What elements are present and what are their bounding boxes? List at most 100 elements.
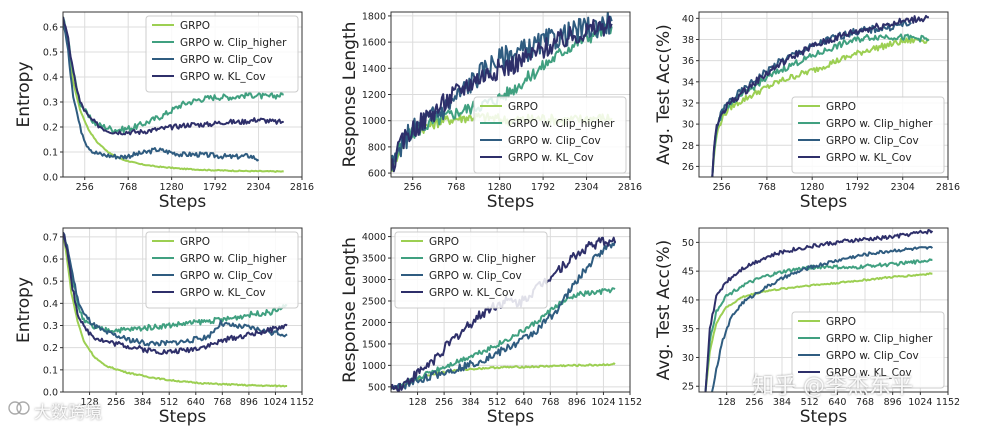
- legend-entry: GRPO w. KL_Cov: [180, 287, 266, 299]
- legend-entry: GRPO w. KL_Cov: [180, 71, 266, 83]
- legend-entry: GRPO w. Clip_higher: [180, 37, 287, 49]
- legend-entry: GRPO w. KL_Cov: [826, 367, 912, 379]
- x-axis-label: Steps: [487, 192, 535, 212]
- legend-entry: GRPO w. Clip_Cov: [180, 54, 273, 66]
- legend: GRPO GRPO w. Clip_higher GRPO w. Clip_Cov G…: [791, 96, 945, 174]
- series-line-1: [391, 362, 616, 390]
- legend-entry: GRPO w. Clip_higher: [429, 253, 536, 265]
- y-tick-label: 40: [682, 295, 694, 306]
- y-tick-label: 36: [682, 56, 694, 67]
- x-axis-label: Steps: [487, 407, 535, 427]
- legend-entry: GRPO: [826, 316, 856, 328]
- x-tick-label: 768: [758, 182, 776, 193]
- x-tick-label: 512: [801, 397, 819, 408]
- chart-6: 128 256 384 512 640 768 896 1024 1152 25 30 35 40 45 5…: [654, 227, 960, 427]
- legend-entry: GRPO w. Clip_higher: [826, 333, 933, 345]
- x-tick-label: 512: [488, 397, 506, 408]
- y-axis-label: Response Length: [340, 237, 360, 383]
- x-tick-label: 768: [119, 182, 137, 193]
- x-tick-label: 1792: [531, 182, 555, 193]
- x-tick-label: 1024: [591, 397, 615, 408]
- y-axis-label: Response Length: [340, 22, 360, 168]
- x-tick-label: 256: [404, 182, 422, 193]
- y-tick-label: 0.5: [43, 48, 58, 59]
- legend-entry: GRPO w. Clip_Cov: [508, 135, 601, 147]
- x-tick-label: 256: [435, 397, 453, 408]
- y-tick-label: 0.0: [43, 173, 58, 184]
- y-tick-label: 1600: [362, 38, 386, 49]
- x-tick-label: 1024: [263, 397, 287, 408]
- x-axis-label: Steps: [800, 192, 848, 212]
- y-tick-label: 0.4: [43, 73, 58, 84]
- x-tick-label: 384: [773, 397, 791, 408]
- y-tick-label: 0.0: [43, 388, 58, 399]
- x-tick-label: 640: [187, 397, 205, 408]
- legend-entry: GRPO: [429, 236, 459, 248]
- plot-frame: [698, 227, 949, 393]
- y-tick-label: 2000: [362, 318, 386, 329]
- chart-3: 256 768 1280 1792 2304 2816 26 28 30 32 34 36 38 40 St…: [654, 11, 960, 212]
- plot-frame: [62, 11, 303, 178]
- x-tick-label: 2816: [618, 182, 642, 193]
- y-axis-label: Avg. Test Acc(%): [654, 240, 674, 381]
- y-tick-label: 32: [682, 98, 694, 109]
- x-tick-label: 1792: [845, 182, 869, 193]
- plot-frame: [62, 227, 303, 393]
- x-axis-label: Steps: [800, 407, 848, 427]
- series-line-2: [391, 287, 616, 390]
- series-line-4: [391, 15, 613, 173]
- series-line-4: [704, 229, 934, 392]
- x-tick-label: 2304: [574, 182, 598, 193]
- x-tick-label: 1280: [488, 182, 512, 193]
- x-tick-label: 256: [745, 397, 763, 408]
- legend-entry: GRPO w. Clip_Cov: [826, 350, 919, 362]
- legend-box: [791, 96, 945, 174]
- x-tick-label: 896: [240, 397, 258, 408]
- x-tick-label: 384: [462, 397, 480, 408]
- y-tick-label: 50: [682, 238, 694, 249]
- series-line-2: [391, 23, 613, 172]
- x-tick-label: 768: [856, 397, 874, 408]
- y-tick-label: 25: [682, 382, 694, 393]
- x-axis-label: Steps: [159, 192, 207, 212]
- x-tick-label: 512: [160, 397, 178, 408]
- y-axis-label: Entropy: [14, 61, 34, 127]
- x-tick-label: 768: [447, 182, 465, 193]
- legend-entry: GRPO w. Clip_Cov: [429, 270, 522, 282]
- y-tick-label: 1000: [362, 116, 386, 127]
- series-line-4: [63, 16, 284, 136]
- y-tick-label: 45: [682, 267, 694, 278]
- series-line-3: [63, 231, 288, 347]
- series-line-3: [711, 245, 934, 392]
- y-tick-label: 0.3: [43, 98, 58, 109]
- chart-2: 256 768 1280 1792 2304 2816 600 800 1000 1200 1400…: [340, 11, 642, 212]
- legend-box: [145, 231, 299, 309]
- x-tick-label: 2304: [246, 182, 270, 193]
- series-line-1: [63, 16, 284, 173]
- series-line-1: [711, 37, 930, 177]
- x-tick-label: 256: [713, 182, 731, 193]
- legend-box: [473, 96, 627, 174]
- x-tick-label: 128: [408, 397, 426, 408]
- watermark-right: 知乎 @李杰东平: [752, 374, 913, 399]
- x-tick-label: 768: [213, 397, 231, 408]
- chart-5: 128 256 384 512 640 768 896 1024 1152 500 1000 1500…: [340, 227, 642, 427]
- y-tick-label: 1500: [362, 339, 386, 350]
- y-axis-label: Avg. Test Acc(%): [654, 24, 674, 165]
- legend-box: [145, 15, 299, 93]
- x-tick-label: 1280: [800, 182, 824, 193]
- x-tick-label: 384: [134, 397, 152, 408]
- legend-entry: GRPO w. KL_Cov: [508, 152, 594, 164]
- y-tick-label: 26: [682, 162, 694, 173]
- x-tick-label: 768: [541, 397, 559, 408]
- series-line-4: [711, 14, 929, 177]
- y-tick-label: 600: [368, 169, 386, 180]
- plot-frame: [390, 227, 631, 393]
- x-tick-label: 640: [828, 397, 846, 408]
- legend: GRPO GRPO w. Clip_higher GRPO w. Clip_Cov G…: [145, 15, 299, 93]
- x-tick-label: 1152: [936, 397, 960, 408]
- legend-entry: GRPO: [826, 101, 856, 113]
- watermark-left: 大数跨境: [34, 403, 102, 423]
- y-tick-label: 3000: [362, 275, 386, 286]
